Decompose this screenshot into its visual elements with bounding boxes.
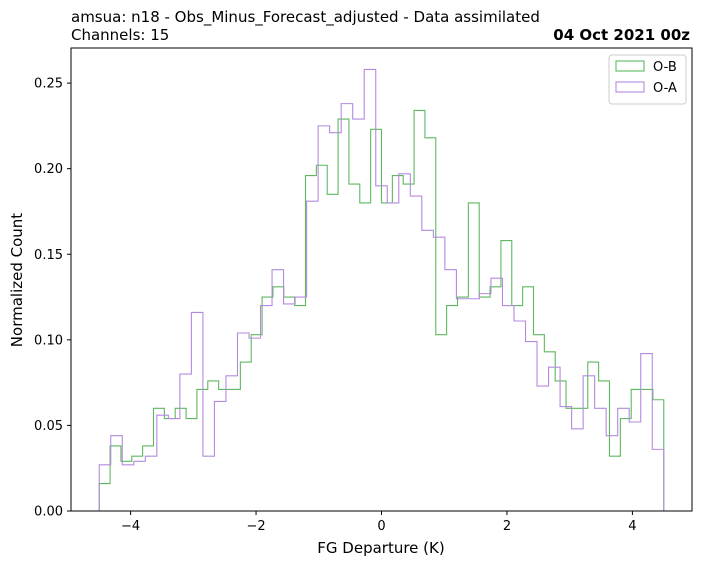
y-tick-label: 0.15: [34, 248, 63, 263]
chart-title-left-line2: Channels: 15: [71, 26, 169, 44]
series-layer: [98, 68, 665, 511]
series-o-a-step-line: [98, 68, 665, 511]
legend-swatch-o-a: [615, 81, 645, 93]
x-tick-label: 0: [377, 519, 385, 534]
x-tick-label: 4: [628, 519, 636, 534]
chart-title-right: 04 Oct 2021 00z: [553, 26, 690, 44]
legend-swatch-o-b: [615, 60, 645, 72]
x-tick-label: −4: [121, 519, 140, 534]
plot-area-frame: [70, 47, 693, 512]
x-axis-label: FG Departure (K): [317, 539, 444, 557]
y-axis-label: Normalized Count: [8, 213, 26, 347]
y-tick-label: 0.25: [34, 77, 63, 92]
series-o-b-step-line: [98, 109, 665, 511]
y-axis: 0.00 0.05 0.10 0.15 0.20 0.25: [34, 77, 71, 520]
chart-title-left-line1: amsua: n18 - Obs_Minus_Forecast_adjusted…: [71, 8, 540, 27]
legend: O-B O-A: [608, 54, 687, 105]
y-tick-label: 0.20: [34, 162, 63, 177]
x-tick-label: −2: [246, 519, 265, 534]
x-axis: −4 −2 0 2 4: [121, 511, 637, 534]
y-tick-label: 0.05: [34, 419, 63, 434]
x-tick-label: 2: [503, 519, 511, 534]
legend-entries: O-B O-A: [615, 60, 677, 96]
y-tick-label: 0.10: [34, 333, 63, 348]
y-tick-label: 0.00: [34, 505, 63, 520]
legend-label-o-b: O-B: [653, 60, 677, 75]
legend-label-o-a: O-A: [653, 81, 677, 96]
